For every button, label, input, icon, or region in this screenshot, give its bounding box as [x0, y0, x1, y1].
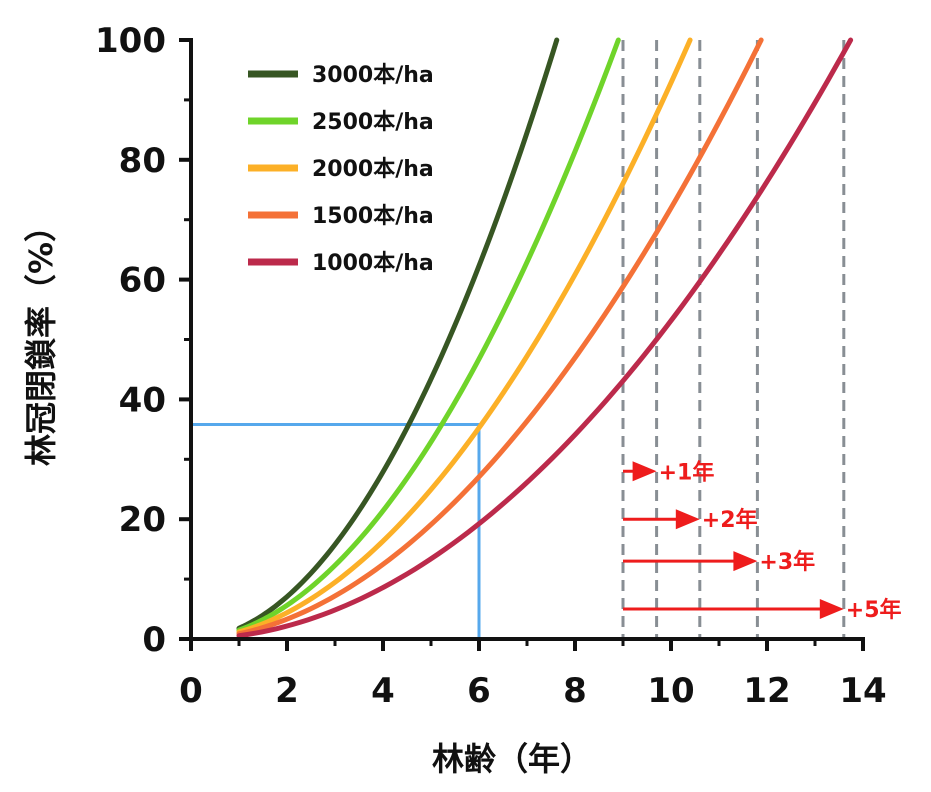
annotation-arrow-head-1	[632, 461, 657, 482]
y-tick-label-0: 0	[142, 620, 166, 660]
x-tick-label-4: 4	[371, 671, 395, 711]
legend-label-3: 2000本/ha	[312, 157, 434, 182]
highlight-guide	[191, 423, 481, 639]
legend-label-1: 3000本/ha	[312, 63, 434, 88]
series-line-5	[236, 37, 854, 639]
series-line-1	[236, 37, 560, 631]
x-tick-label-6: 6	[467, 671, 491, 711]
y-axis-title: 林冠閉鎖率（%）	[22, 210, 60, 466]
legend-label-4: 1500本/ha	[312, 204, 434, 229]
annotations: +1年 +2年+3年 +5年	[623, 459, 902, 623]
annotation-label-2: +2年	[702, 507, 758, 533]
y-tick-label-40: 40	[119, 380, 166, 420]
y-tick-label-60: 60	[119, 261, 166, 301]
x-tick-label-2: 2	[275, 671, 299, 711]
series-line-3	[236, 37, 693, 635]
annotation-label-4: +5年	[846, 597, 902, 623]
legend: 3000本/ha 2500本/ha 2000本/ha 1500本/ha 1000本/ha	[248, 63, 434, 276]
series-curves	[236, 37, 854, 639]
annotation-arrow-head-2	[675, 509, 700, 530]
x-tick-label-8: 8	[563, 671, 587, 711]
highlight-guide-line	[191, 423, 481, 639]
x-tick-label-0: 0	[179, 671, 203, 711]
x-tick-label-14: 14	[839, 671, 886, 711]
reference-lines	[621, 40, 846, 639]
series-line-2	[236, 37, 621, 633]
x-tick-label-12: 12	[743, 671, 790, 711]
y-tick-label-20: 20	[119, 500, 166, 540]
axes: 0 2 4 6 8 10 12 14 0 20 40 60 80 100	[95, 21, 887, 711]
annotation-label-3: +3年	[759, 549, 815, 575]
legend-label-2: 2500本/ha	[312, 110, 434, 135]
annotation-arrow-head-3	[733, 551, 758, 572]
y-tick-label-80: 80	[119, 141, 166, 181]
series-line-4	[236, 37, 764, 637]
x-axis-title: 林齢（年）	[432, 740, 592, 778]
x-tick-label-10: 10	[647, 671, 694, 711]
y-tick-label-100: 100	[95, 21, 166, 61]
legend-label-5: 1000本/ha	[312, 251, 434, 276]
annotation-label-1: +1年	[659, 459, 715, 485]
annotation-arrow-head-4	[819, 599, 844, 620]
